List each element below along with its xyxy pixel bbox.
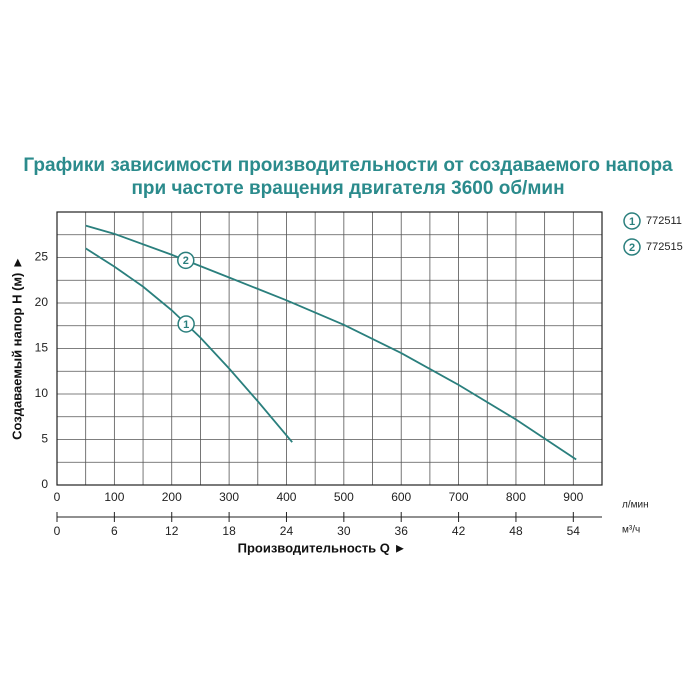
x-tick-label: 0 — [54, 490, 61, 504]
x2-tick-label: 18 — [222, 524, 236, 538]
legend-marker-circle — [623, 212, 641, 230]
x2-tick-label: 30 — [337, 524, 351, 538]
series-marker: 2 — [183, 255, 189, 267]
x-tick-label: 100 — [104, 490, 124, 504]
x-tick-label: 200 — [162, 490, 182, 504]
x-unit: л/мин — [622, 500, 649, 511]
chart-title: при частоте вращения двигателя 3600 об/м… — [131, 178, 564, 199]
y-tick-label: 20 — [35, 295, 49, 309]
x2-tick-label: 24 — [280, 524, 294, 538]
x2-tick-label: 36 — [395, 524, 409, 538]
legend-label: 772515 — [646, 241, 683, 253]
x2-tick-label: 12 — [165, 524, 179, 538]
x-tick-label: 700 — [449, 490, 469, 504]
y-tick-label: 10 — [35, 386, 49, 400]
y-axis-label: Создаваемый напор H (м) ► — [9, 256, 24, 440]
x2-unit: м³/ч — [622, 525, 640, 536]
x-tick-label: 400 — [276, 490, 296, 504]
x-tick-label: 600 — [391, 490, 411, 504]
legend-marker: 1 — [629, 216, 635, 228]
x2-tick-label: 54 — [567, 524, 581, 538]
series-line — [85, 247, 293, 443]
x-tick-label: 800 — [506, 490, 526, 504]
series-marker-circle — [177, 315, 195, 333]
x2-tick-label: 48 — [509, 524, 523, 538]
legend-marker-circle — [623, 238, 641, 256]
legend-marker: 2 — [629, 242, 635, 254]
x2-tick-label: 6 — [111, 524, 118, 538]
chart-title: Графики зависимости производительности о… — [23, 155, 673, 176]
x-tick-label: 500 — [334, 490, 354, 504]
plot-frame — [56, 211, 603, 486]
x-axis-label: Производительность Q ► — [238, 540, 407, 555]
y-tick-label: 25 — [35, 250, 49, 264]
y-tick-label: 15 — [35, 341, 49, 355]
y-tick-label: 5 — [41, 432, 48, 446]
x2-tick-label: 42 — [452, 524, 466, 538]
x-tick-label: 900 — [563, 490, 583, 504]
series-line — [85, 224, 577, 461]
legend-label: 772511 — [646, 215, 682, 227]
x-tick-label: 300 — [219, 490, 239, 504]
y-tick-label: 0 — [41, 477, 48, 491]
series-marker-circle — [177, 251, 195, 270]
x2-tick-label: 0 — [54, 524, 61, 538]
series-marker: 1 — [183, 319, 189, 331]
